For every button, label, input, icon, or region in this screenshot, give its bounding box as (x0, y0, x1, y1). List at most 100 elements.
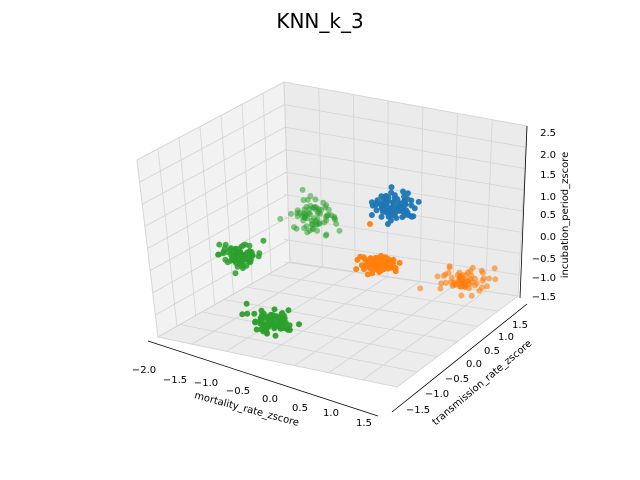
data-point (323, 231, 330, 238)
data-point (271, 306, 278, 313)
data-point (308, 221, 315, 228)
data-point (373, 207, 380, 214)
data-point (391, 192, 398, 199)
data-point (434, 273, 441, 280)
data-point (415, 198, 422, 205)
gridline (245, 286, 478, 327)
axes-panes (136, 81, 528, 388)
data-point (458, 292, 465, 299)
data-point (336, 227, 343, 234)
data-point (247, 248, 254, 255)
x-axis-line (147, 340, 379, 417)
y-tick-label: −1.0 (425, 389, 449, 400)
data-point (486, 275, 492, 282)
y-axis-line (391, 303, 528, 413)
data-point (314, 210, 321, 217)
z-ticks: −1.5 −1.0 −0.5 0.0 0.5 1.0 1.5 2.0 2.5 (532, 128, 556, 303)
data-point (364, 271, 371, 278)
data-point (463, 272, 470, 279)
gridline (136, 81, 285, 161)
data-point (235, 251, 242, 257)
data-point (288, 210, 294, 217)
data-point (312, 218, 319, 224)
data-point (442, 279, 449, 286)
data-point (378, 213, 385, 220)
data-point (272, 313, 279, 320)
data-point (381, 194, 388, 201)
x-tick-label: −2.0 (132, 365, 156, 376)
gridline (318, 88, 323, 267)
data-point (449, 282, 456, 289)
z-tick-label: −1.5 (532, 292, 556, 303)
data-point (304, 229, 311, 236)
x-ticks: −2.0 −1.5 −1.0 −0.5 0.0 0.5 1.0 1.5 (132, 365, 372, 429)
data-point (392, 268, 399, 275)
data-point (255, 253, 262, 260)
z-tick-label: 2.5 (540, 128, 556, 139)
data-point (390, 212, 397, 219)
data-point (380, 264, 387, 271)
data-point (479, 284, 485, 291)
x-tick-label: 1.5 (356, 418, 372, 429)
data-point (238, 243, 245, 250)
data-point (401, 212, 408, 219)
data-point (300, 197, 307, 204)
data-point (438, 280, 445, 287)
data-point (402, 201, 409, 208)
data-point (239, 311, 246, 318)
y-tick-label: 1.5 (512, 320, 528, 331)
data-point (310, 204, 317, 211)
data-point (232, 270, 239, 277)
data-point (296, 321, 302, 328)
z-tick-label: 0.0 (540, 232, 556, 243)
data-point (468, 292, 475, 299)
data-point (385, 213, 392, 220)
data-point (353, 266, 360, 273)
data-point (272, 332, 279, 339)
data-point (384, 221, 391, 227)
gridline (223, 299, 458, 342)
data-point (248, 253, 255, 260)
x-tick-label: 0.0 (262, 394, 278, 405)
data-point (230, 256, 236, 262)
gridline (144, 149, 287, 227)
data-point (302, 210, 309, 217)
data-point (411, 205, 418, 212)
data-point (285, 326, 292, 333)
y-tick-label: −1.5 (406, 405, 430, 416)
gridline (142, 126, 286, 205)
data-point (243, 300, 250, 307)
data-point (388, 184, 395, 191)
data-point (385, 198, 392, 205)
data-point (300, 217, 307, 224)
back-pane (283, 81, 528, 297)
gridline (155, 239, 290, 316)
data-point (417, 285, 424, 292)
y-ticks: −1.5 −1.0 −0.5 0.0 0.5 1.0 1.5 (406, 320, 528, 416)
data-point (224, 249, 231, 255)
data-point (215, 251, 222, 258)
data-point (261, 324, 268, 331)
data-point (387, 205, 394, 212)
z-tick-label: 1.5 (540, 170, 556, 181)
data-point (247, 259, 254, 266)
data-point (299, 186, 306, 193)
data-point (362, 256, 369, 263)
data-point (400, 188, 406, 195)
data-point (437, 285, 444, 292)
data-point (368, 212, 375, 218)
data-point (301, 225, 308, 232)
data-point (267, 320, 274, 327)
data-point (234, 263, 241, 270)
z-tick-label: 0.5 (540, 210, 556, 221)
gridline (267, 274, 498, 312)
x-tick-label: 0.5 (292, 403, 308, 414)
data-point (401, 193, 407, 200)
z-tick-label: 1.0 (540, 192, 556, 203)
gridline (157, 336, 398, 388)
gridline (149, 194, 288, 271)
y-tick-label: 0.0 (466, 359, 482, 370)
data-point (252, 319, 259, 326)
data-point (246, 242, 253, 249)
data-point (491, 265, 498, 272)
